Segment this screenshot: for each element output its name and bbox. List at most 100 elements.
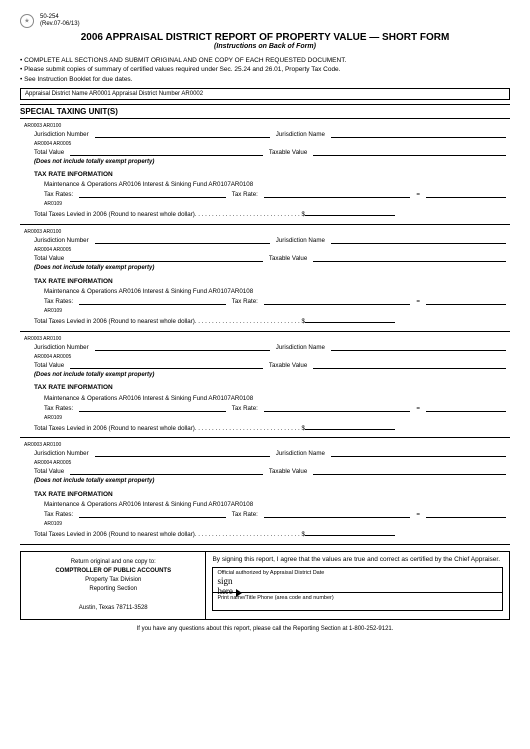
page-title: 2006 APPRAISAL DISTRICT REPORT OF PROPER… xyxy=(20,32,510,43)
tax-val-field[interactable] xyxy=(313,467,506,475)
unit-code-top: AR0003 AR0100 xyxy=(24,335,506,343)
jurisdiction-row: Jurisdiction Number Jurisdiction Name xyxy=(24,449,506,459)
tax-val-field[interactable] xyxy=(313,148,506,156)
jur-num-field[interactable] xyxy=(95,236,270,244)
total-val-label: Total Value xyxy=(34,361,64,371)
bullet-2: Please submit copies of summary of certi… xyxy=(20,65,510,74)
total-val-label: Total Value xyxy=(34,254,64,264)
exempt-note: (Does not include totally exempt propert… xyxy=(24,264,506,274)
tax-rates-label: Tax Rates: xyxy=(44,190,73,200)
seal-icon xyxy=(20,14,34,28)
rate1-field[interactable] xyxy=(79,404,226,412)
total-val-label: Total Value xyxy=(34,467,64,477)
form-number-block: 50-254 (Rev.07-06/13) xyxy=(40,14,80,28)
tax-rate-label: Tax Rate: xyxy=(232,190,258,200)
tax-rate-header: TAX RATE INFORMATION xyxy=(24,383,506,393)
unit-code-mid: AR0004 AR0005 xyxy=(24,140,506,148)
taxing-unit: AR0003 AR0100Jurisdiction NumberJurisdic… xyxy=(20,332,510,439)
tax-rate-label: Tax Rate: xyxy=(232,510,258,520)
jur-num-field[interactable] xyxy=(95,130,270,138)
levied-field[interactable] xyxy=(305,315,395,323)
jur-num-label: Jurisdiction Number xyxy=(34,130,89,140)
tax-rate-header: TAX RATE INFORMATION xyxy=(24,277,506,287)
rate1-field[interactable] xyxy=(79,510,226,518)
equals: = xyxy=(416,190,420,200)
mo-line: Maintenance & Operations AR0106 Interest… xyxy=(24,180,506,190)
mo-line: Maintenance & Operations AR0106 Interest… xyxy=(24,287,506,297)
unit-code-bot: AR0109 xyxy=(24,520,506,528)
levied-field[interactable] xyxy=(305,422,395,430)
unit-code-mid: AR0004 AR0005 xyxy=(24,246,506,254)
rate3-field[interactable] xyxy=(426,404,506,412)
jur-name-field[interactable] xyxy=(331,236,506,244)
rate2-field[interactable] xyxy=(264,404,411,412)
tax-val-label: Taxable Value xyxy=(269,148,307,158)
tax-val-field[interactable] xyxy=(313,361,506,369)
rate2-field[interactable] xyxy=(264,297,411,305)
mo-line: Maintenance & Operations AR0106 Interest… xyxy=(24,394,506,404)
taxing-unit: AR0003 AR0100Jurisdiction NumberJurisdic… xyxy=(20,225,510,332)
total-val-field[interactable] xyxy=(70,148,263,156)
jur-num-label: Jurisdiction Number xyxy=(34,449,89,459)
signature-label: Official authorized by Appraisal Distric… xyxy=(217,570,498,576)
page-subtitle: (Instructions on Back of Form) xyxy=(20,43,510,50)
unit-code-bot: AR0109 xyxy=(24,200,506,208)
tax-val-field[interactable] xyxy=(313,254,506,262)
jur-name-field[interactable] xyxy=(331,449,506,457)
jur-name-field[interactable] xyxy=(331,130,506,138)
tax-rate-label: Tax Rate: xyxy=(232,297,258,307)
jur-num-field[interactable] xyxy=(95,449,270,457)
here-text: here xyxy=(217,586,233,596)
rate2-field[interactable] xyxy=(264,190,411,198)
jur-name-label: Jurisdiction Name xyxy=(276,449,325,459)
unit-code-mid: AR0004 AR0005 xyxy=(24,459,506,467)
mo-line: Maintenance & Operations AR0106 Interest… xyxy=(24,500,506,510)
jurisdiction-row: Jurisdiction NumberJurisdiction Name xyxy=(24,236,506,246)
rates-row: Tax Rates: Tax Rate: = xyxy=(24,190,506,200)
section-header: SPECIAL TAXING UNIT(S) xyxy=(20,104,510,119)
levied-label: Total Taxes Levied in 2006 (Round to nea… xyxy=(34,424,305,434)
tax-val-label: Taxable Value xyxy=(269,361,307,371)
tax-rates-label: Tax Rates: xyxy=(44,404,73,414)
value-row: Total ValueTaxable Value xyxy=(24,254,506,264)
levied-row: Total Taxes Levied in 2006 (Round to nea… xyxy=(24,315,506,327)
footer-note: If you have any questions about this rep… xyxy=(20,626,510,632)
jur-num-label: Jurisdiction Number xyxy=(34,343,89,353)
total-val-field[interactable] xyxy=(70,467,263,475)
levied-field[interactable] xyxy=(305,208,395,216)
jur-num-field[interactable] xyxy=(95,343,270,351)
value-row: Total ValueTaxable Value xyxy=(24,148,506,158)
rate1-field[interactable] xyxy=(79,297,226,305)
total-val-field[interactable] xyxy=(70,254,263,262)
signature-box[interactable]: Official authorized by Appraisal Distric… xyxy=(212,567,503,593)
exempt-note: (Does not include totally exempt propert… xyxy=(24,158,506,168)
rate1-field[interactable] xyxy=(79,190,226,198)
levied-label: Total Taxes Levied in 2006 (Round to nea… xyxy=(34,210,305,220)
rate2-field[interactable] xyxy=(264,510,411,518)
instruction-bullets: COMPLETE ALL SECTIONS AND SUBMIT ORIGINA… xyxy=(20,56,510,83)
rates-row: Tax Rates: Tax Rate: = xyxy=(24,510,506,520)
levied-row: Total Taxes Levied in 2006 (Round to nea… xyxy=(24,528,506,540)
equals: = xyxy=(416,404,420,414)
total-val-field[interactable] xyxy=(70,361,263,369)
rate3-field[interactable] xyxy=(426,190,506,198)
tax-rates-label: Tax Rates: xyxy=(44,510,73,520)
value-row: Total ValueTaxable Value xyxy=(24,467,506,477)
unit-code-top: AR0003 AR0100 xyxy=(24,441,506,449)
taxing-unit: AR0003 AR0100Jurisdiction NumberJurisdic… xyxy=(20,119,510,226)
jurisdiction-row: Jurisdiction Number Jurisdiction Name xyxy=(24,343,506,353)
value-row: Total Value Taxable Value xyxy=(24,361,506,371)
bullet-1: COMPLETE ALL SECTIONS AND SUBMIT ORIGINA… xyxy=(20,56,510,65)
jur-name-field[interactable] xyxy=(331,343,506,351)
levied-field[interactable] xyxy=(305,528,395,536)
rates-row: Tax Rates:Tax Rate:= xyxy=(24,404,506,414)
jur-name-label: Jurisdiction Name xyxy=(276,343,325,353)
footer-left: Return original and one copy to: COMPTRO… xyxy=(21,552,206,619)
tax-rates-label: Tax Rates: xyxy=(44,297,73,307)
equals: = xyxy=(416,510,420,520)
jur-num-label: Jurisdiction Number xyxy=(34,236,89,246)
form-page: 50-254 (Rev.07-06/13) 2006 APPRAISAL DIS… xyxy=(0,0,530,749)
rate3-field[interactable] xyxy=(426,510,506,518)
rate3-field[interactable] xyxy=(426,297,506,305)
jur-name-label: Jurisdiction Name xyxy=(276,130,325,140)
